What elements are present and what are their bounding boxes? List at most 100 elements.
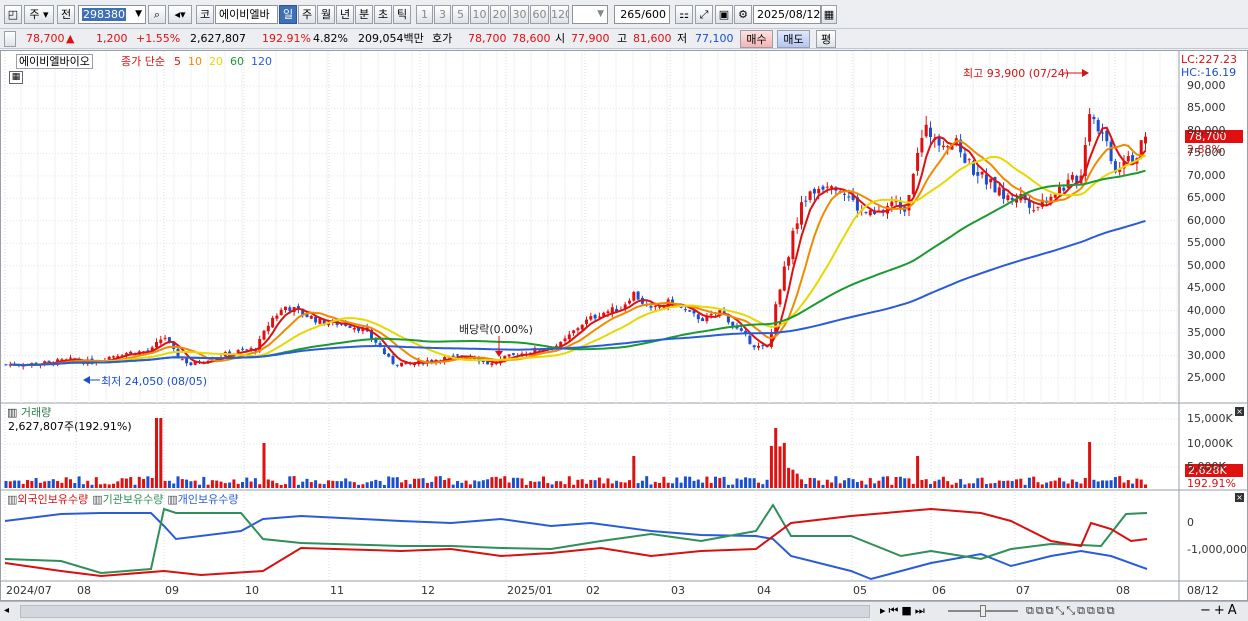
interval-button-7[interactable]: 120: [550, 5, 569, 24]
checkbox[interactable]: [4, 31, 16, 47]
volume-ratio: 192.91%: [262, 32, 311, 45]
volume-bar: [640, 480, 644, 488]
volume-bar: [658, 482, 662, 488]
period-button-2[interactable]: 월: [317, 5, 335, 24]
period-type-button[interactable]: 전: [57, 5, 75, 24]
scroll-track[interactable]: [20, 605, 870, 618]
period-button-5[interactable]: 초: [374, 5, 392, 24]
volume-bar: [679, 482, 683, 488]
search-icon[interactable]: ⌕: [148, 5, 166, 24]
candle-body: [1109, 141, 1113, 162]
volume-bar: [348, 481, 352, 488]
candle-body: [679, 306, 683, 308]
close-icon[interactable]: ×: [1235, 407, 1244, 416]
speaker-icon[interactable]: ◂▾: [168, 5, 192, 24]
playback-controls-icon[interactable]: ▸⏮■⏭: [880, 604, 928, 617]
table-icon[interactable]: ▦: [9, 71, 23, 84]
window-menu-icon[interactable]: ◰: [4, 5, 22, 24]
interval-button-3[interactable]: 10: [470, 5, 489, 24]
volume-bar: [292, 476, 296, 488]
gear-icon[interactable]: ⚙: [734, 5, 752, 24]
volume-bar: [830, 482, 834, 488]
volume-bar: [606, 478, 610, 488]
interval-button-6[interactable]: 60: [530, 5, 549, 24]
candle-body: [1105, 130, 1109, 142]
date-field[interactable]: 2025/08/12: [753, 5, 821, 24]
volume-bar: [370, 481, 373, 488]
volume-bar: [984, 484, 988, 488]
high-arrow-icon: [1082, 69, 1089, 77]
candle-body: [1088, 114, 1092, 142]
period-button-4[interactable]: 분: [355, 5, 373, 24]
volume-bar: [464, 480, 468, 488]
volume-bar: [413, 478, 416, 488]
candle-body: [490, 363, 494, 366]
tool-icons[interactable]: ⧉⧉⧉⤡⤡⧉⧉⧉⧉: [1026, 604, 1117, 617]
category-button[interactable]: 코: [196, 5, 214, 24]
count-field[interactable]: 265/600: [614, 5, 670, 24]
volume-bar: [782, 442, 786, 488]
candle-body: [395, 364, 399, 366]
interval-button-1[interactable]: 3: [434, 5, 451, 24]
volume-bar: [1036, 482, 1040, 488]
volume-bar: [847, 478, 851, 488]
low-annotation: 최저 24,050 (08/05): [101, 375, 208, 388]
candle-body: [800, 202, 803, 225]
chart-grid: [1, 51, 1247, 600]
average-button[interactable]: 평: [816, 30, 836, 48]
volume-bar: [1079, 483, 1083, 488]
candle-body: [997, 187, 1001, 196]
stock-code-input[interactable]: 298380 ▼: [78, 5, 146, 24]
volume-bar: [1045, 482, 1049, 488]
interval-button-2[interactable]: 5: [452, 5, 469, 24]
candle-body: [761, 345, 765, 347]
zoom-slider-thumb[interactable]: [980, 605, 986, 617]
stock-name-field[interactable]: 에이비엘바: [215, 5, 278, 24]
interval-button-4[interactable]: 20: [490, 5, 509, 24]
candle-body: [1036, 206, 1040, 208]
candle-body: [529, 352, 533, 354]
calendar-icon[interactable]: ▦: [821, 5, 837, 24]
volume-bar: [696, 479, 700, 488]
save-icon[interactable]: ▣: [715, 5, 733, 24]
turnover-percent: 4.82%: [313, 32, 348, 45]
volume-bar: [800, 479, 803, 488]
volume-bar: [1101, 480, 1104, 488]
market-select[interactable]: 주 ▾: [24, 5, 54, 24]
volume-bar: [765, 479, 769, 488]
zoom-icons[interactable]: −+A: [1200, 603, 1240, 618]
interval-button-0[interactable]: 1: [416, 5, 433, 24]
stock-name-label[interactable]: 에이비엘바이오: [16, 54, 93, 69]
chart-marks: [83, 69, 1089, 384]
volume-readout: 2,627,807주(192.91%): [8, 420, 132, 433]
candle-body: [589, 316, 593, 320]
volume-bar: [649, 484, 653, 488]
holding-legend-2: ▥개인보유수량: [167, 493, 238, 506]
close-icon[interactable]: ×: [1235, 493, 1244, 502]
interval-select[interactable]: ▼: [572, 5, 608, 24]
buy-button[interactable]: 매수: [740, 30, 773, 48]
scroll-left-icon[interactable]: ◂: [4, 605, 10, 616]
candle-body: [1049, 196, 1053, 201]
draw-tool-icon[interactable]: ⤢: [695, 5, 713, 24]
volume-bar: [314, 480, 318, 488]
period-button-6[interactable]: 틱: [393, 5, 411, 24]
period-button-1[interactable]: 주: [298, 5, 316, 24]
volume-bar: [946, 481, 950, 488]
period-button-3[interactable]: 년: [336, 5, 354, 24]
period-button-0[interactable]: 일: [279, 5, 297, 24]
volume-bar: [554, 481, 558, 488]
volume-bar: [374, 479, 378, 488]
chevron-down-icon[interactable]: ▼: [135, 9, 142, 19]
chart-canvas[interactable]: [1, 51, 1247, 600]
chart-scrollbar[interactable]: ◂ ▸⏮■⏭ ⧉⧉⧉⤡⤡⧉⧉⧉⧉ −+A: [0, 601, 1248, 621]
candle-body: [172, 341, 176, 349]
chart-type-icon[interactable]: ⚏: [675, 5, 693, 24]
sell-button[interactable]: 매도: [777, 30, 810, 48]
candle-body: [47, 360, 51, 362]
candle-body: [124, 353, 128, 355]
interval-button-5[interactable]: 30: [510, 5, 529, 24]
candle-body: [881, 210, 885, 212]
volume-bar: [339, 481, 343, 488]
volume-bar: [1105, 480, 1109, 488]
